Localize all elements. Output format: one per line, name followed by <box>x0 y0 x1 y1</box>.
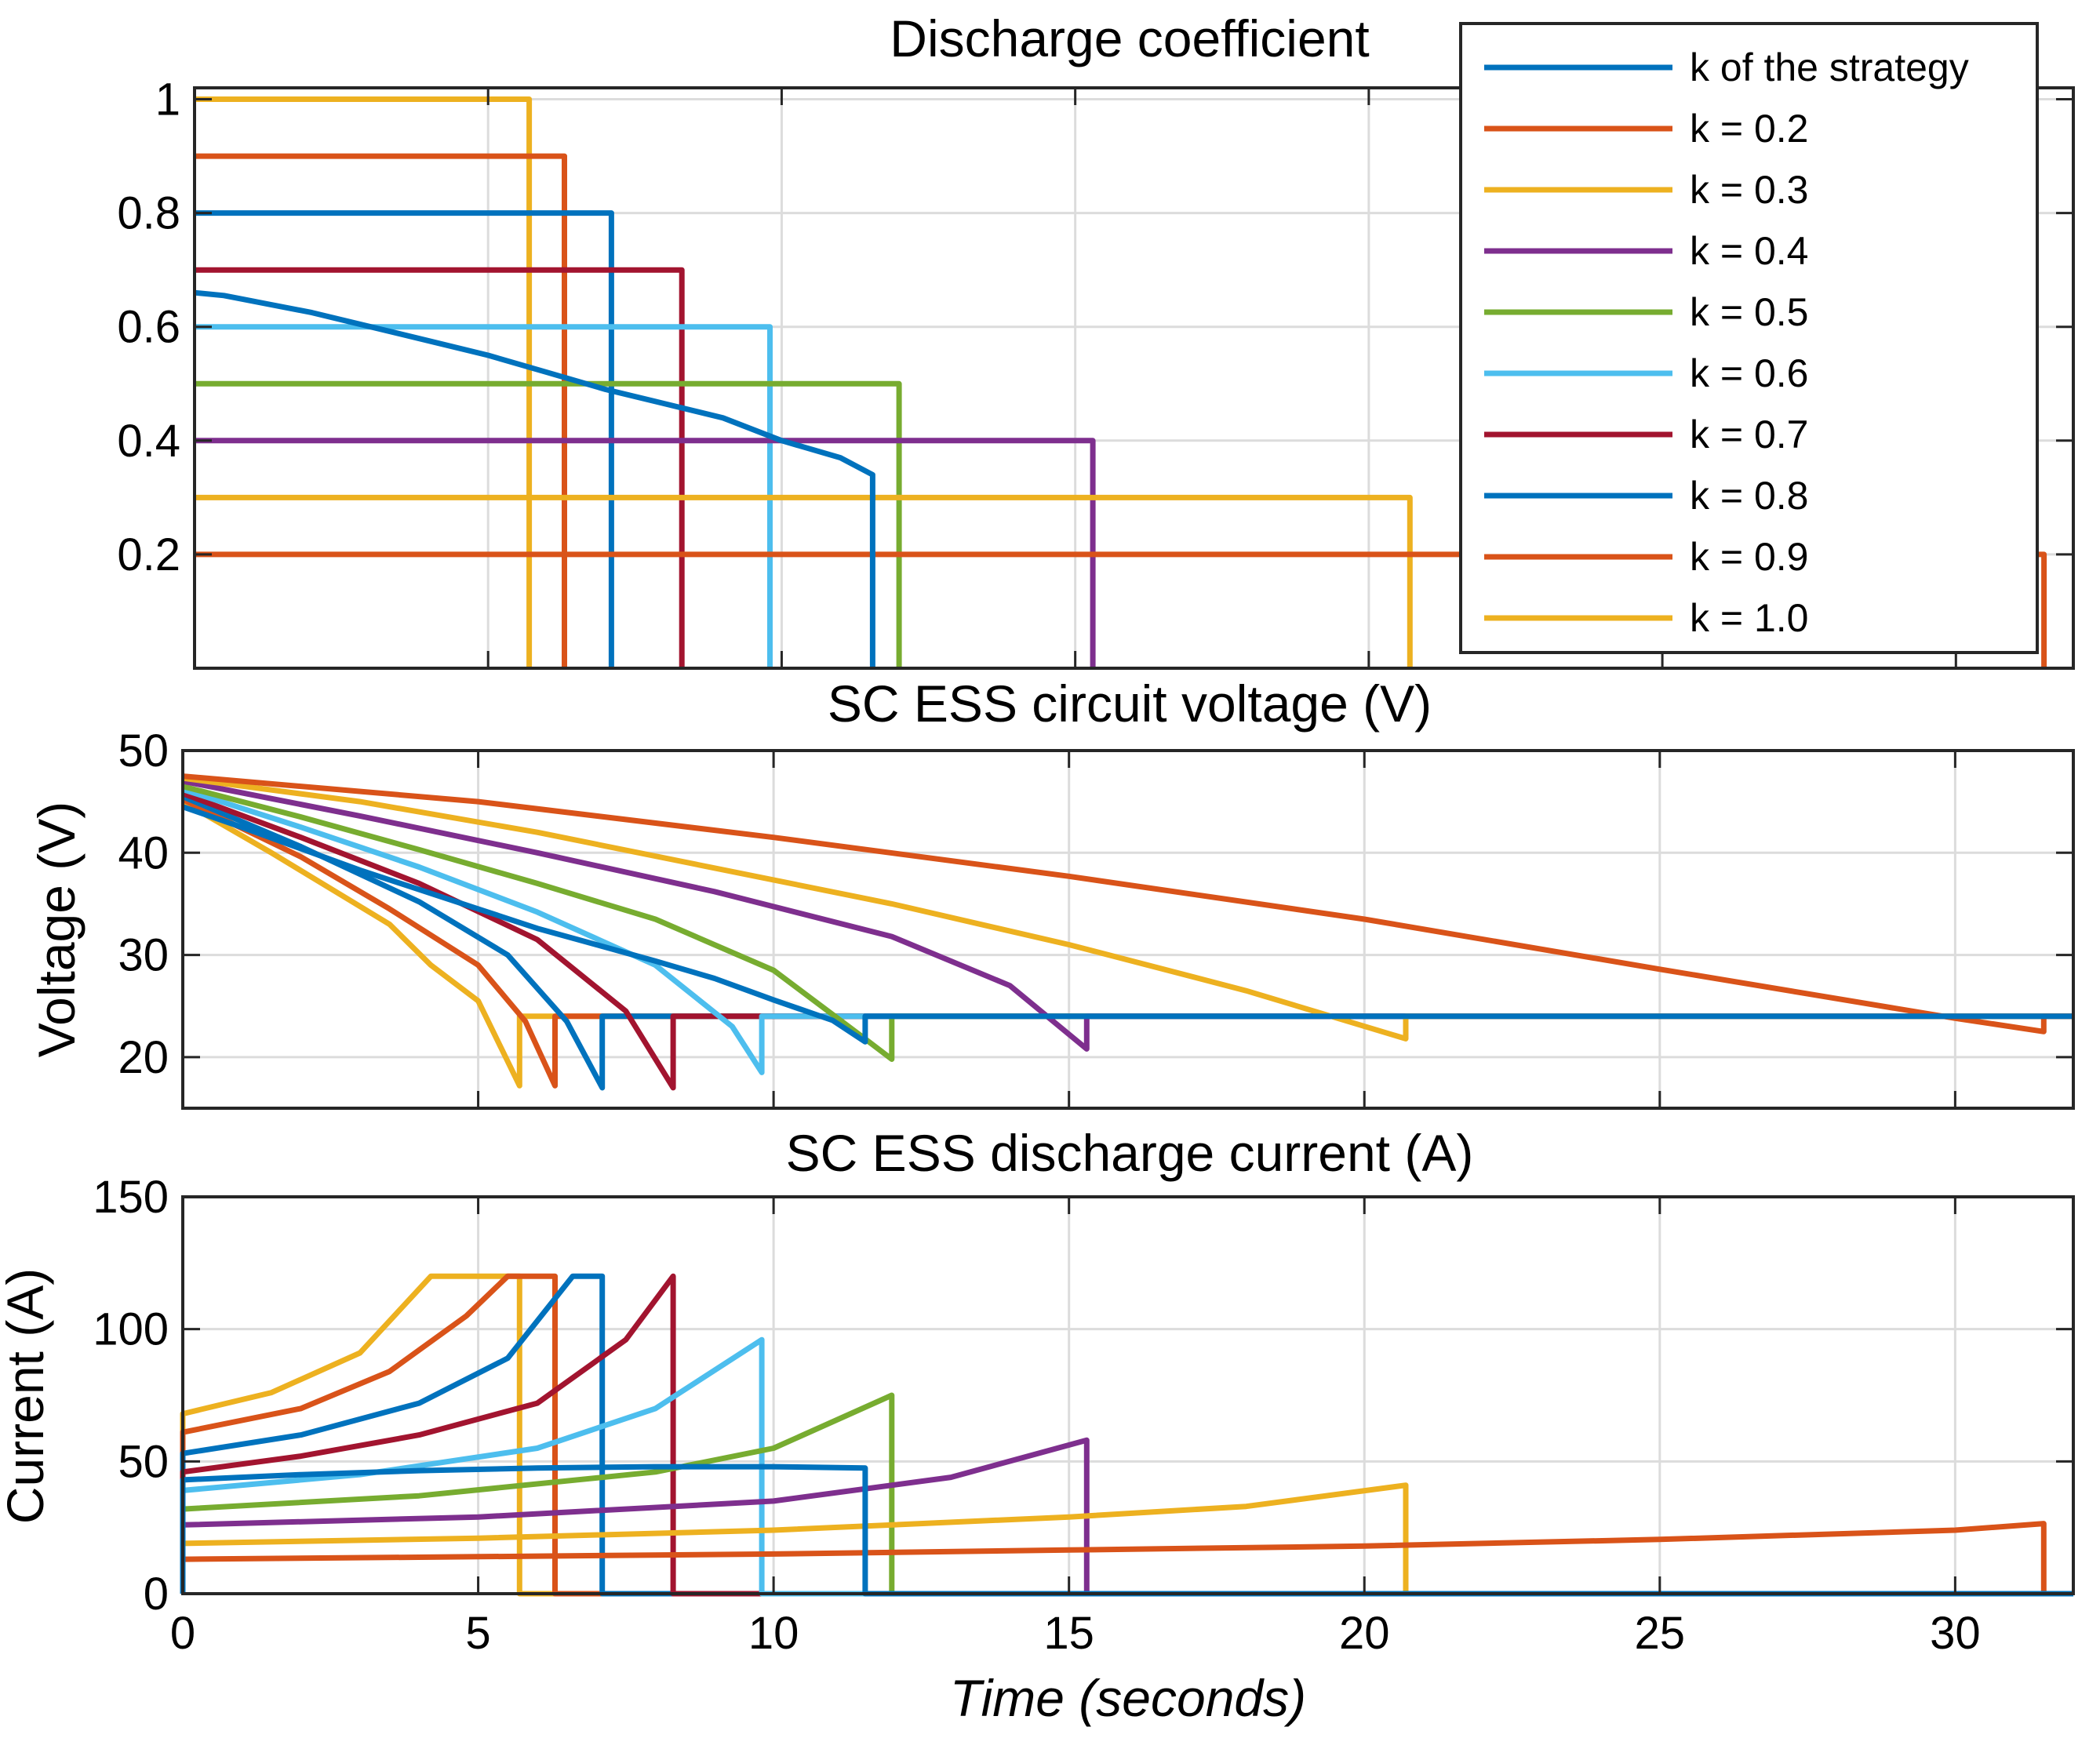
series-line-k-of-the-strategy <box>194 289 875 668</box>
y-tick-label: 150 <box>93 1172 169 1223</box>
y-tick-label: 50 <box>118 725 169 776</box>
series-line-k-0-2 <box>182 773 2073 1034</box>
series-line-k-0-5 <box>182 784 2073 1062</box>
series-line-k-0-6 <box>180 1336 2073 1597</box>
legend: k of the strategy k = 0.2 k = 0.3 k = 0.4 k … <box>1459 22 2039 654</box>
legend-label: k = 1.0 <box>1690 596 1809 640</box>
series-line-k-0-3 <box>182 775 2073 1042</box>
series-line-k-0-5 <box>180 1392 2073 1597</box>
legend-item: k = 0.5 <box>1484 290 1809 334</box>
legend-item: k = 0.4 <box>1484 229 1809 273</box>
panel2-title: SC ESS circuit voltage (V) <box>828 674 1432 733</box>
y-tick-label: 20 <box>118 1032 169 1083</box>
y-tick-label: 0 <box>144 1569 169 1620</box>
panel-discharge-coefficient: Discharge coefficient 0.2 0.4 0.6 0.8 1 k of… <box>117 9 2075 670</box>
series-line-k-0-7 <box>195 267 685 668</box>
series-line-k-0-9 <box>181 797 2073 1089</box>
legend-label: k = 0.8 <box>1690 474 1809 518</box>
legend-item: k = 1.0 <box>1484 596 1809 640</box>
series-line-k-0-4 <box>180 1437 2073 1597</box>
panel1-title: Discharge coefficient <box>890 9 1369 67</box>
legend-label: k = 0.4 <box>1690 229 1809 273</box>
series-line-k-0-9 <box>180 1273 2073 1597</box>
series-line-k-0-3 <box>195 494 1413 668</box>
series-line-k-0-4 <box>195 438 1096 668</box>
x-tick-label: 10 <box>748 1608 799 1659</box>
y-tick-label: 30 <box>118 930 169 981</box>
x-tick-label: 15 <box>1043 1608 1094 1659</box>
panel2-ylabel: Voltage (V) <box>27 802 86 1058</box>
legend-label: k = 0.7 <box>1690 413 1809 456</box>
x-tick-label: 25 <box>1635 1608 1686 1659</box>
panel3-title: SC ESS discharge current (A) <box>786 1124 1474 1182</box>
series-line-k-0-5 <box>195 380 902 668</box>
series-line-k-1-0 <box>181 799 2073 1089</box>
series-line-k-1-0 <box>180 1273 2073 1597</box>
series-line-k-0-3 <box>180 1482 2073 1597</box>
legend-item: k = 0.9 <box>1484 535 1809 579</box>
x-tick-label: 30 <box>1930 1608 1981 1659</box>
series-line-k-0-7 <box>180 1273 2073 1597</box>
series-line-k-0-4 <box>182 778 2073 1052</box>
legend-label: k = 0.2 <box>1690 107 1809 151</box>
panel2-axes <box>183 751 2073 1108</box>
series-line-k-0-2 <box>180 1521 2073 1597</box>
legend-label: k = 0.9 <box>1690 535 1809 579</box>
legend-label: k = 0.6 <box>1690 351 1809 395</box>
series-line-k-of-the-strategy <box>181 804 2073 1045</box>
y-tick-label: 100 <box>93 1304 169 1355</box>
legend-item: k of the strategy <box>1484 45 1969 89</box>
series-line-k-1-0 <box>195 96 533 668</box>
series-line-k-0-2 <box>195 551 2047 668</box>
x-axis-label: Time (seconds) <box>950 1669 1306 1727</box>
legend-item: k = 0.6 <box>1484 351 1809 395</box>
legend-item: k = 0.3 <box>1484 168 1809 212</box>
legend-item: k = 0.8 <box>1484 474 1809 518</box>
legend-label: k of the strategy <box>1690 45 1969 89</box>
x-tick-label: 20 <box>1339 1608 1390 1659</box>
legend-label: k = 0.3 <box>1690 168 1809 212</box>
series-line-k-0-8 <box>180 1273 2073 1597</box>
y-tick-label: 50 <box>118 1436 169 1487</box>
y-tick-label: 0.2 <box>117 529 180 580</box>
series-line-k-0-8 <box>195 210 614 668</box>
y-tick-label: 40 <box>118 827 169 878</box>
y-tick-label: 0.4 <box>117 416 180 467</box>
legend-item: k = 0.2 <box>1484 107 1809 151</box>
series-line-k-of-the-strategy <box>180 1463 2073 1597</box>
y-tick-label: 0.6 <box>117 302 180 353</box>
legend-label: k = 0.5 <box>1690 290 1809 334</box>
y-tick-label: 1 <box>155 75 180 125</box>
y-tick-label: 0.8 <box>117 188 180 239</box>
series-line-k-0-6 <box>181 787 2073 1075</box>
x-tick-label: 0 <box>170 1608 195 1659</box>
legend-item: k = 0.7 <box>1484 413 1809 456</box>
series-line-k-0-7 <box>181 791 2073 1091</box>
panel3-ylabel: Current (A) <box>0 1268 54 1524</box>
panel-circuit-voltage: SC ESS circuit voltage (V) 20 30 40 50 Volt… <box>27 674 2075 1110</box>
x-tick-label: 5 <box>465 1608 490 1659</box>
panel-discharge-current: SC ESS discharge current (A) 0 5 10 15 20 25 3… <box>0 1124 2075 1727</box>
panel3-axes <box>183 1197 2073 1594</box>
